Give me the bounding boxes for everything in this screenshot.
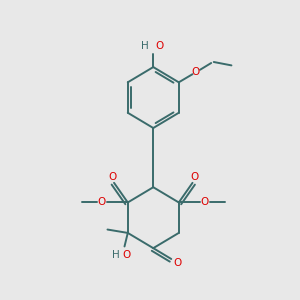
Text: O: O <box>108 172 116 182</box>
Text: O: O <box>98 197 106 207</box>
Text: O: O <box>122 250 130 260</box>
Text: O: O <box>173 258 181 268</box>
Text: H: H <box>141 41 149 51</box>
Text: O: O <box>155 41 163 51</box>
Text: O: O <box>192 67 200 77</box>
Text: H: H <box>112 250 119 260</box>
Text: O: O <box>201 197 209 207</box>
Text: O: O <box>190 172 199 182</box>
